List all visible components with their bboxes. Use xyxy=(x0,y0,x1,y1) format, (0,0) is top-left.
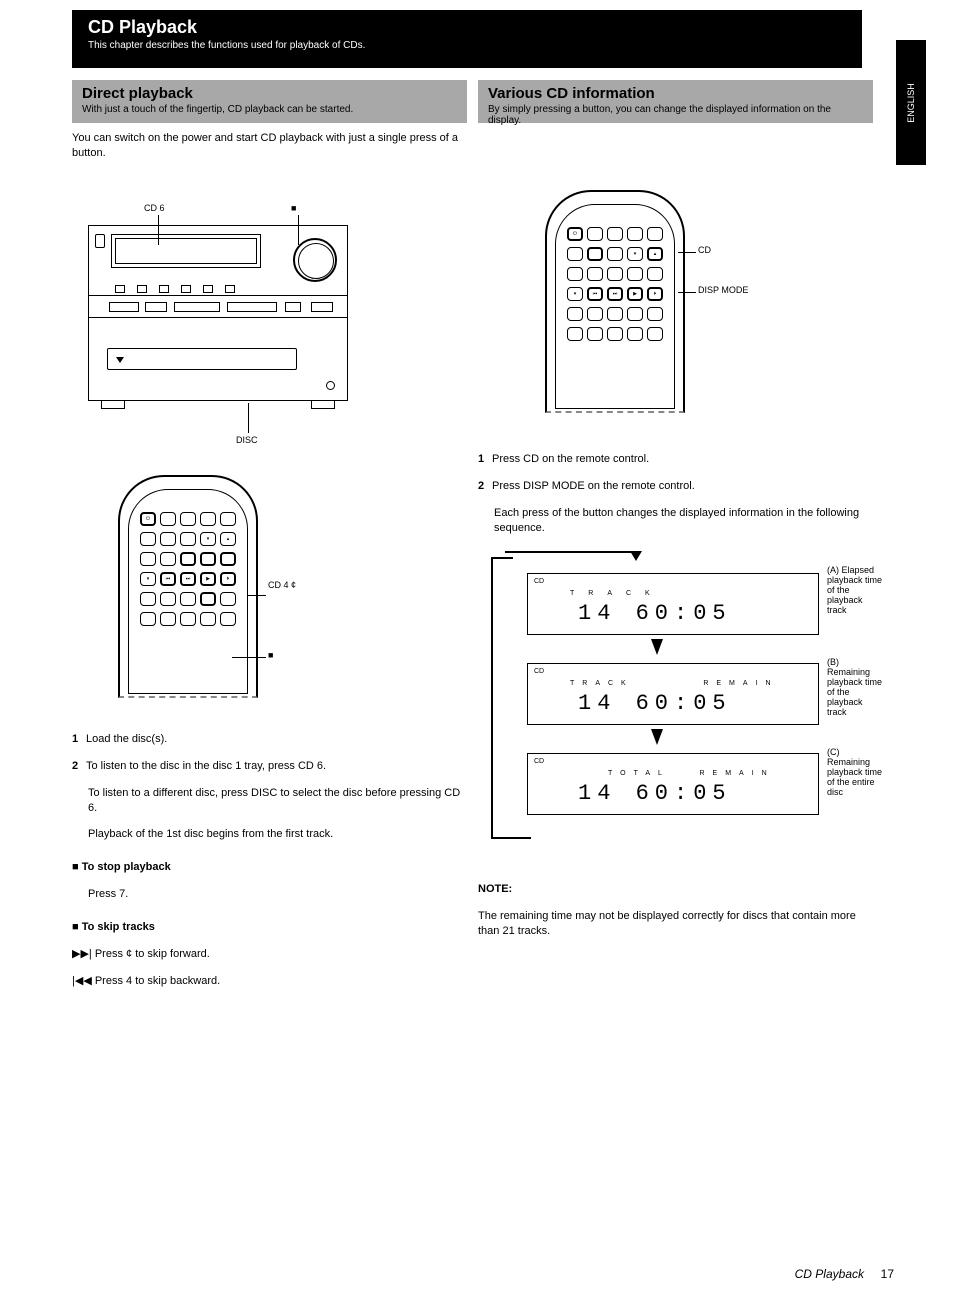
section-left-subtitle: With just a touch of the fingertip, CD p… xyxy=(82,104,457,115)
callout-disc: DISC xyxy=(236,435,258,445)
step-1: 1Load the disc(s). xyxy=(72,732,467,747)
caption-b: (B) Remaining playback time of the playb… xyxy=(827,657,883,717)
skip-heading: ■ To skip tracks xyxy=(72,920,467,935)
step-2c: Playback of the 1st disc begins from the… xyxy=(72,827,467,842)
callout-line xyxy=(678,292,696,293)
language-label: ENGLISH xyxy=(906,83,916,123)
callout-remote2-disp: DISP MODE xyxy=(698,285,748,295)
chapter-title: CD Playback xyxy=(88,17,846,38)
fwd-icon: ▶▶| xyxy=(72,948,95,960)
callout-stop: ■ xyxy=(291,203,296,213)
section-right-title: Various CD information xyxy=(488,85,863,102)
callout-line xyxy=(232,657,266,658)
down-arrow-icon xyxy=(651,729,663,745)
stop-icon: ■ xyxy=(72,861,82,873)
lcd-display-b: CD TRACK REMAIN 14 60:05 xyxy=(527,663,819,725)
lcd-topline: TRACK REMAIN xyxy=(570,680,779,687)
callout-remote-skip: CD 4 ¢ xyxy=(268,580,296,590)
skip-icon: ■ xyxy=(72,921,82,933)
r-step-1: 1Press CD on the remote control. xyxy=(478,452,873,467)
down-arrow-icon xyxy=(630,551,642,561)
bwd-icon: |◀◀ xyxy=(72,975,95,987)
chapter-subtitle: This chapter describes the functions use… xyxy=(88,40,846,51)
page-footer-num: 17 xyxy=(881,1267,894,1281)
page-footer-name: CD Playback xyxy=(795,1267,864,1281)
caption-c: (C) Remaining playback time of the entir… xyxy=(827,747,883,797)
section-left-header: Direct playback With just a touch of the… xyxy=(72,80,467,123)
lcd-small: CD xyxy=(534,578,812,585)
lcd-small: CD xyxy=(534,668,812,675)
skip-bwd: |◀◀ Press 4 to skip backward. xyxy=(72,974,467,989)
callout-remote2-cd: CD xyxy=(698,245,711,255)
note-body: The remaining time may not be displayed … xyxy=(478,909,873,939)
down-arrow-icon xyxy=(651,639,663,655)
stop-label: To stop playback xyxy=(82,860,171,875)
step-2: 2To listen to the disc in the disc 1 tra… xyxy=(72,759,467,774)
callout-line xyxy=(248,403,249,433)
stereo-illustration: CD 6 ■ DISC xyxy=(88,225,368,401)
cycle-bracket xyxy=(491,557,513,839)
r-step-2b: Each press of the button changes the dis… xyxy=(478,506,873,536)
stop-heading: ■ To stop playback xyxy=(72,860,467,875)
r-step-2: 2Press DISP MODE on the remote control. xyxy=(478,479,873,494)
lcd-topline: TOTAL REMAIN xyxy=(608,770,775,777)
note-heading: NOTE: xyxy=(478,882,873,897)
lcd-seg: 14 60:05 xyxy=(578,691,732,716)
callout-line xyxy=(248,595,266,596)
lcd-small: CD xyxy=(534,758,812,765)
remote-illustration-1: ⏻ ▾▴ ▾⏮⏭▶⏵ xyxy=(118,475,258,698)
callout-line xyxy=(678,252,696,253)
callout-remote-stop: ■ xyxy=(268,650,273,660)
section-right-header: Various CD information By simply pressin… xyxy=(478,80,873,123)
remote-illustration-2: ⏻ ▾▴ ▾⏮⏭▶⏵ xyxy=(545,190,685,413)
caption-a: (A) Elapsed playback time of the playbac… xyxy=(827,565,883,615)
chapter-header: CD Playback This chapter describes the f… xyxy=(72,10,862,68)
lcd-seg: 14 60:05 xyxy=(578,781,732,806)
section-left-intro: You can switch on the power and start CD… xyxy=(72,131,467,161)
language-tab: ENGLISH xyxy=(896,40,926,165)
lcd-display-c: CD TOTAL REMAIN 14 60:05 xyxy=(527,753,819,815)
lcd-display-a: CD TRACK 14 60:05 xyxy=(527,573,819,635)
step-2b: To listen to a different disc, press DIS… xyxy=(72,786,467,816)
stereo-body xyxy=(88,225,348,401)
lcd-seg: 14 60:05 xyxy=(578,601,732,626)
section-left-title: Direct playback xyxy=(82,85,457,102)
callout-cd-play: CD 6 xyxy=(144,203,165,213)
skip-fwd: ▶▶| Press ¢ to skip forward. xyxy=(72,947,467,962)
section-right-subtitle: By simply pressing a button, you can cha… xyxy=(488,104,863,126)
skip-label: To skip tracks xyxy=(82,920,155,935)
stop-body: Press 7. xyxy=(72,887,467,902)
lcd-topline: TRACK xyxy=(570,590,664,597)
